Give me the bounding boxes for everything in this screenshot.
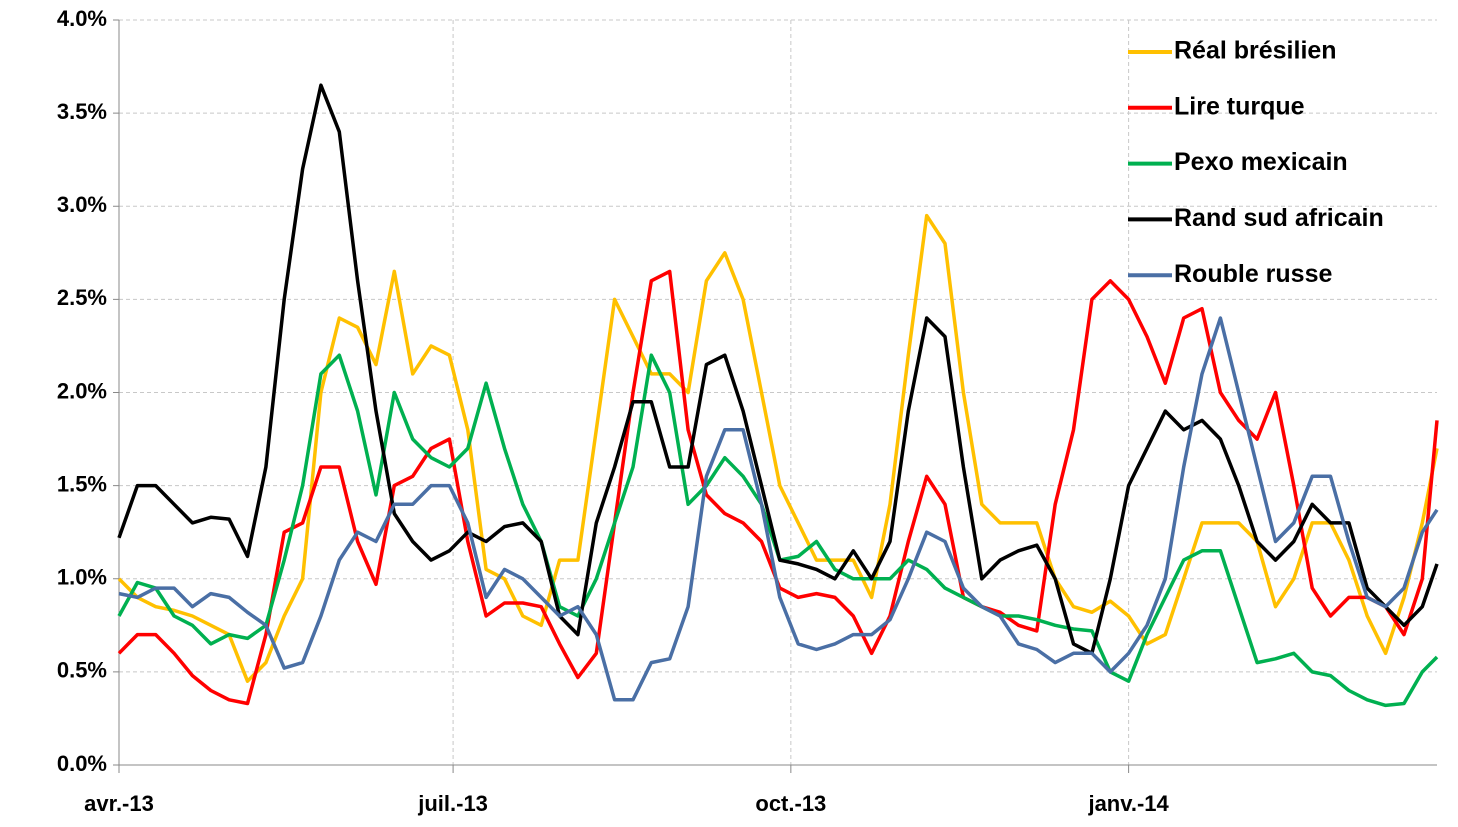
y-tick-label: 4.0%	[57, 6, 107, 31]
y-tick-label: 1.0%	[57, 565, 107, 590]
y-tick-label: 3.0%	[57, 192, 107, 217]
y-tick-label: 0.0%	[57, 751, 107, 776]
legend-label: Lire turque	[1174, 92, 1305, 120]
x-tick-label: juil.-13	[417, 791, 488, 816]
x-tick-label: oct.-13	[755, 791, 826, 816]
y-tick-label: 2.5%	[57, 285, 107, 310]
x-tick-label: janv.-14	[1087, 791, 1169, 816]
y-tick-label: 3.5%	[57, 99, 107, 124]
series-line	[117, 353, 1439, 708]
y-tick-label: 2.0%	[57, 378, 107, 403]
legend-label: Pexo mexicain	[1174, 148, 1348, 176]
legend-label: Rouble russe	[1174, 260, 1332, 288]
series-line	[117, 269, 1439, 706]
series-line	[118, 316, 1439, 702]
legend-label: Réal brésilien	[1174, 37, 1337, 65]
legend-label: Rand sud africain	[1174, 204, 1384, 232]
x-tick-label: avr.-13	[84, 791, 154, 816]
y-tick-label: 1.5%	[57, 471, 107, 496]
series-line	[117, 83, 1439, 656]
series-line	[117, 213, 1439, 683]
y-tick-label: 0.5%	[57, 658, 107, 683]
